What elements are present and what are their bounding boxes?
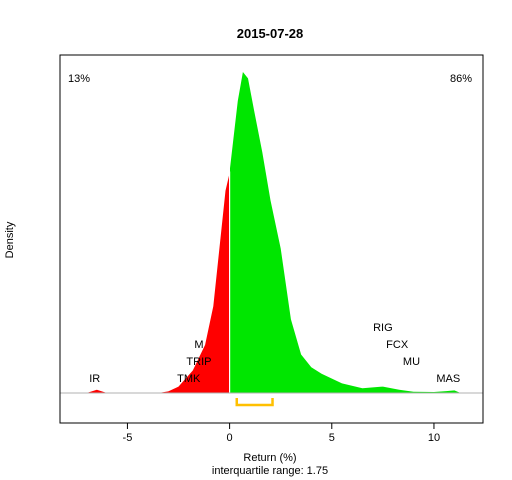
ticker-label-mas: MAS — [436, 373, 460, 385]
ticker-label-fcx: FCX — [386, 339, 409, 351]
x-axis-label: Return (%) — [243, 452, 296, 464]
x-tick-label: 5 — [329, 432, 335, 444]
positive-density-area — [230, 72, 461, 393]
plot-frame — [59, 54, 484, 424]
ticker-label-trip: TRIP — [186, 356, 211, 368]
x-tick-label: -5 — [123, 432, 133, 444]
ticker-label-rig: RIG — [373, 322, 393, 334]
ticker-label-ir: IR — [89, 373, 100, 385]
iqr-subtitle: interquartile range: 1.75 — [212, 465, 328, 477]
x-tick-label: 0 — [227, 432, 233, 444]
plot-area: IR TMK TRIP M MAS MU FCX RIG — [60, 72, 483, 407]
x-axis: -5 0 5 10 — [123, 423, 440, 444]
negative-share-label: 13% — [68, 73, 90, 85]
negative-density-area — [86, 174, 230, 393]
iqr-bracket — [235, 398, 274, 407]
ticker-label-m: M — [194, 339, 203, 351]
y-axis-label: Density — [4, 221, 16, 258]
x-tick-label: 10 — [428, 432, 440, 444]
ticker-label-mu: MU — [403, 356, 420, 368]
ticker-label-tmk: TMK — [177, 373, 201, 385]
chart-title: 2015-07-28 — [237, 26, 304, 41]
ticker-labels: IR TMK TRIP M MAS MU FCX RIG — [89, 322, 460, 385]
positive-share-label: 86% — [450, 73, 472, 85]
